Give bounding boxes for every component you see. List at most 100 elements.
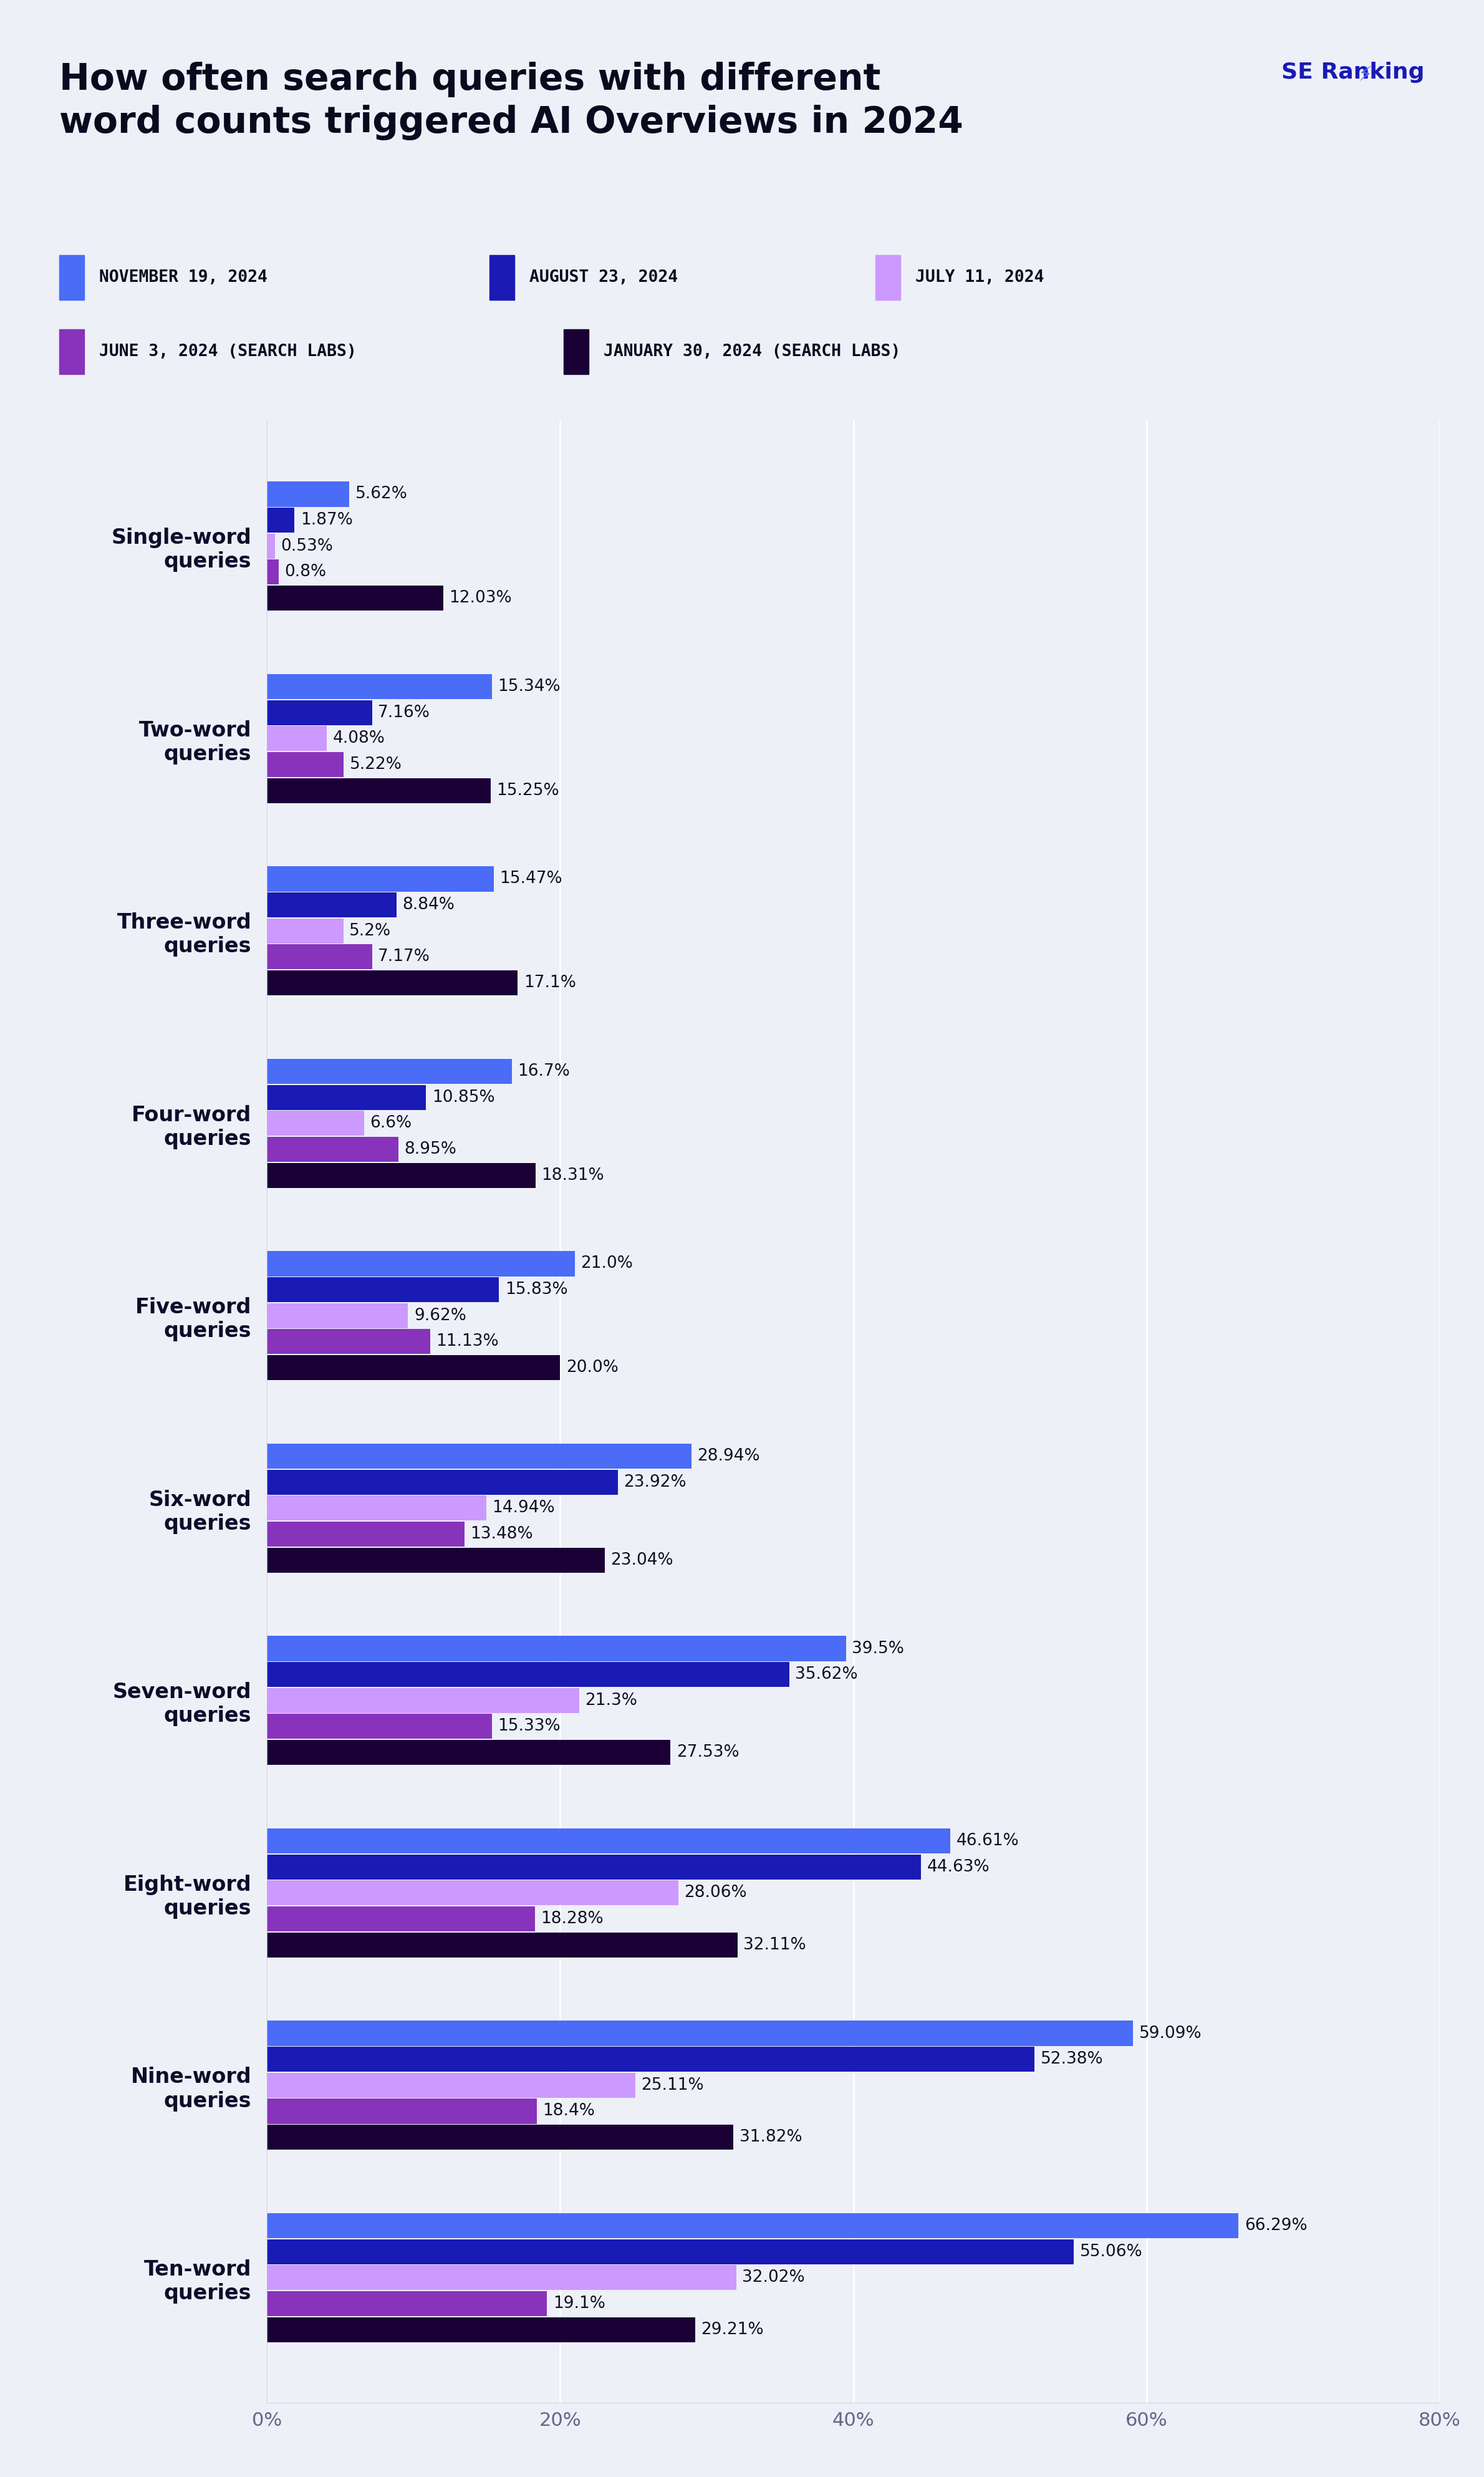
Text: 35.62%: 35.62% xyxy=(795,1667,858,1682)
Bar xyxy=(267,1162,536,1189)
Text: 5.2%: 5.2% xyxy=(349,924,392,939)
Bar xyxy=(267,1855,922,1880)
Text: 11.13%: 11.13% xyxy=(436,1333,499,1350)
Bar xyxy=(267,1907,536,1932)
Bar xyxy=(267,2098,537,2123)
Text: 55.06%: 55.06% xyxy=(1080,2244,1143,2259)
Bar xyxy=(267,1469,617,1494)
Text: JULY 11, 2024: JULY 11, 2024 xyxy=(916,270,1045,285)
Text: 15.34%: 15.34% xyxy=(497,679,561,694)
Bar xyxy=(267,1496,487,1521)
Text: 25.11%: 25.11% xyxy=(641,2078,703,2093)
Bar xyxy=(267,1662,789,1687)
Bar xyxy=(267,1251,574,1276)
Text: 66.29%: 66.29% xyxy=(1245,2217,1307,2234)
Text: 1.87%: 1.87% xyxy=(300,513,353,528)
Bar xyxy=(267,1058,512,1085)
Bar xyxy=(267,726,326,751)
Bar xyxy=(267,1110,364,1137)
Bar xyxy=(267,1739,671,1766)
Bar xyxy=(267,2239,1074,2264)
Bar xyxy=(267,1548,605,1573)
Bar xyxy=(267,1278,499,1303)
Text: 21.0%: 21.0% xyxy=(580,1256,634,1271)
Text: 23.92%: 23.92% xyxy=(623,1474,686,1491)
Bar xyxy=(267,2125,733,2150)
Text: 0.53%: 0.53% xyxy=(280,538,332,555)
Bar xyxy=(267,778,491,803)
Text: 32.11%: 32.11% xyxy=(743,1937,806,1952)
Bar xyxy=(267,867,494,892)
Text: AUGUST 23, 2024: AUGUST 23, 2024 xyxy=(530,270,678,285)
Text: 7.17%: 7.17% xyxy=(378,949,430,966)
Bar xyxy=(267,2073,635,2098)
Text: SE Ranking: SE Ranking xyxy=(1282,62,1425,84)
Text: 15.47%: 15.47% xyxy=(500,872,562,887)
Bar xyxy=(267,1355,561,1380)
Bar xyxy=(267,481,349,508)
Text: 23.04%: 23.04% xyxy=(610,1553,674,1568)
Text: 8.84%: 8.84% xyxy=(402,897,454,914)
Bar xyxy=(267,1714,491,1739)
Bar xyxy=(267,533,275,560)
Text: 28.06%: 28.06% xyxy=(684,1885,746,1900)
Text: NOVEMBER 19, 2024: NOVEMBER 19, 2024 xyxy=(99,270,267,285)
Text: 18.4%: 18.4% xyxy=(543,2103,595,2120)
Bar xyxy=(267,1330,430,1355)
Text: 52.38%: 52.38% xyxy=(1040,2051,1103,2068)
Text: 39.5%: 39.5% xyxy=(852,1640,904,1657)
Bar xyxy=(267,944,372,969)
Text: 46.61%: 46.61% xyxy=(956,1833,1020,1848)
Text: 0.8%: 0.8% xyxy=(285,565,326,580)
Bar xyxy=(267,1635,846,1662)
Bar xyxy=(267,753,344,778)
Bar xyxy=(267,508,294,533)
Text: 12.03%: 12.03% xyxy=(450,590,512,607)
Text: 18.31%: 18.31% xyxy=(542,1167,604,1184)
Text: 6.6%: 6.6% xyxy=(370,1115,411,1132)
Text: 32.02%: 32.02% xyxy=(742,2269,804,2286)
Bar xyxy=(267,585,444,612)
Bar xyxy=(267,1880,678,1905)
Bar xyxy=(267,1932,738,1957)
Text: 31.82%: 31.82% xyxy=(739,2130,801,2145)
Bar xyxy=(267,1085,426,1110)
Bar xyxy=(267,2046,1034,2071)
Text: 28.94%: 28.94% xyxy=(697,1449,760,1464)
Bar xyxy=(267,1828,950,1853)
Text: 20.0%: 20.0% xyxy=(565,1360,619,1375)
Text: ⚡: ⚡ xyxy=(1358,64,1373,84)
Bar xyxy=(267,971,518,996)
Text: JANUARY 30, 2024 (SEARCH LABS): JANUARY 30, 2024 (SEARCH LABS) xyxy=(604,344,901,359)
Text: 4.08%: 4.08% xyxy=(332,731,384,746)
Text: 8.95%: 8.95% xyxy=(404,1142,457,1157)
Text: 17.1%: 17.1% xyxy=(524,976,576,991)
Bar xyxy=(267,2316,695,2343)
Text: 9.62%: 9.62% xyxy=(414,1308,466,1323)
Text: 5.62%: 5.62% xyxy=(355,485,408,503)
Text: 15.25%: 15.25% xyxy=(497,783,559,798)
Text: 5.22%: 5.22% xyxy=(349,755,402,773)
Text: 19.1%: 19.1% xyxy=(554,2296,605,2311)
Text: 13.48%: 13.48% xyxy=(470,1526,533,1543)
Bar xyxy=(267,2291,548,2316)
Text: 27.53%: 27.53% xyxy=(677,1744,739,1761)
Text: 59.09%: 59.09% xyxy=(1138,2026,1202,2041)
Bar xyxy=(267,2021,1134,2046)
Bar xyxy=(267,1137,398,1162)
Text: 16.7%: 16.7% xyxy=(518,1063,570,1080)
Bar xyxy=(267,701,372,726)
Bar xyxy=(267,560,279,585)
Bar xyxy=(267,2212,1239,2239)
Text: 21.3%: 21.3% xyxy=(585,1692,638,1709)
Text: 44.63%: 44.63% xyxy=(928,1858,990,1875)
Bar xyxy=(267,892,396,916)
Text: 14.94%: 14.94% xyxy=(491,1501,555,1516)
Bar xyxy=(267,2264,736,2291)
Text: How often search queries with different
word counts triggered AI Overviews in 20: How often search queries with different … xyxy=(59,62,963,141)
Bar xyxy=(267,1521,464,1546)
Text: 29.21%: 29.21% xyxy=(700,2321,764,2338)
Text: 18.28%: 18.28% xyxy=(540,1910,604,1927)
Text: 15.83%: 15.83% xyxy=(505,1281,568,1298)
Text: JUNE 3, 2024 (SEARCH LABS): JUNE 3, 2024 (SEARCH LABS) xyxy=(99,344,356,359)
